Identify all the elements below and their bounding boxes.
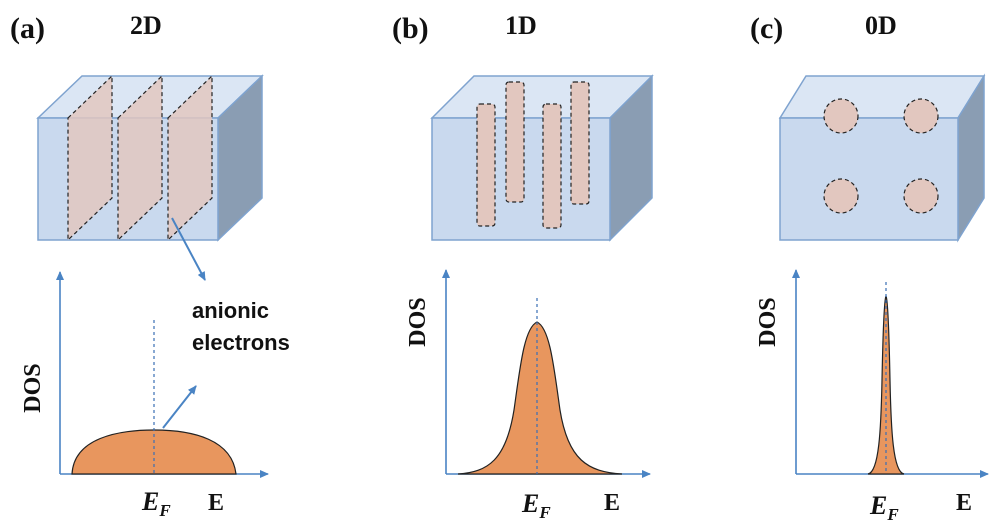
electron-dot	[903, 98, 939, 134]
electron-plane	[167, 74, 213, 242]
panel-b-dimension: 1D	[505, 11, 537, 40]
electron-wire	[570, 81, 590, 205]
panel-c: (c) 0D DOS E EF	[750, 11, 989, 524]
electron-wire	[476, 103, 496, 227]
panel-a-dimension: 2D	[130, 11, 162, 40]
x-axis-label: E	[604, 490, 620, 516]
annotation-line-1: anionic	[192, 298, 269, 323]
panel-c-dos-plot: DOS E EF	[755, 269, 989, 524]
electron-dot	[823, 98, 859, 134]
electron-wire	[505, 81, 525, 203]
panel-a-tag: (a)	[10, 12, 45, 45]
dos-curve	[457, 321, 623, 475]
y-axis-label: DOS	[20, 363, 46, 412]
fermi-energy-label: EF	[521, 489, 551, 522]
fermi-energy-label: EF	[869, 491, 899, 524]
fermi-energy-label: EF	[141, 487, 171, 520]
y-axis-label: DOS	[755, 297, 781, 346]
panel-a-crystal-box	[36, 74, 264, 242]
electron-wire	[542, 103, 562, 229]
panel-c-tag: (c)	[750, 12, 783, 45]
y-axis-label: DOS	[405, 297, 431, 346]
annotation-arrow	[162, 385, 197, 429]
electron-plane	[67, 74, 113, 242]
electron-dot	[903, 178, 939, 214]
box-top-face	[778, 75, 986, 119]
x-axis-label: E	[208, 490, 224, 516]
panel-b-crystal-box	[430, 74, 654, 242]
panel-a: (a) 2D anionic electrons DOS E EF	[10, 11, 290, 520]
electron-plane	[117, 74, 163, 242]
annotation-arrow	[171, 217, 206, 281]
box-front-face	[779, 117, 959, 241]
panel-b: (b) 1D DOS E EF	[392, 11, 654, 522]
annotation-line-2: electrons	[192, 330, 290, 355]
electron-dot	[823, 178, 859, 214]
panel-a-dos-plot: DOS E EF	[20, 271, 269, 520]
panel-c-dimension: 0D	[865, 11, 897, 40]
panel-b-dos-plot: DOS E EF	[405, 269, 651, 522]
panel-c-crystal-box	[778, 73, 986, 243]
x-axis-label: E	[956, 490, 972, 516]
panel-b-tag: (b)	[392, 12, 429, 45]
